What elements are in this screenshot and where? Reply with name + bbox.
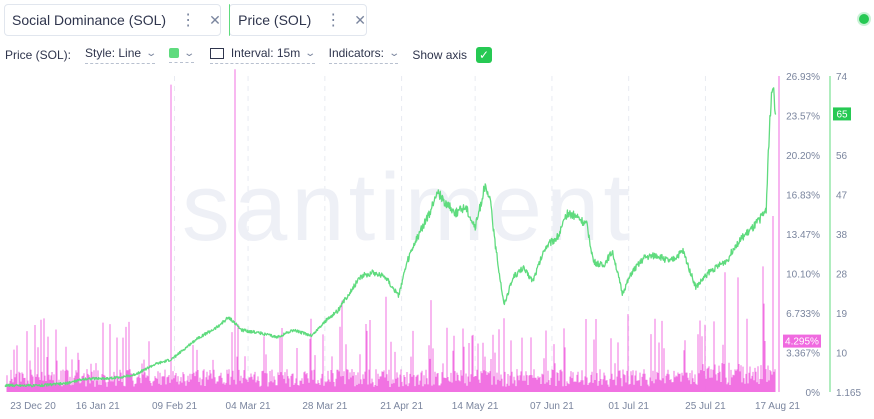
price-axis-tick: 47 xyxy=(836,191,848,202)
price-axis-tick: 1.165 xyxy=(836,388,861,399)
chart-settings-toolbar: Price (SOL): Style: Line ⌄ ⌄ Interval: 15… xyxy=(5,44,493,66)
x-tick-label: 07 Jun 21 xyxy=(530,401,574,412)
x-tick-label: 14 May 21 xyxy=(452,401,499,412)
axes: 23 Dec 20 16 Jan 21 09 Feb 21 04 Mar 21 28 M… xyxy=(10,72,861,412)
close-icon[interactable]: ✕ xyxy=(354,11,366,28)
x-tick-label: 21 Apr 21 xyxy=(380,401,423,412)
more-icon[interactable]: ⋮ xyxy=(180,12,196,29)
x-tick-label: 25 Jul 21 xyxy=(685,401,726,412)
social-axis-tick: 6.733% xyxy=(786,309,820,320)
more-icon[interactable]: ⋮ xyxy=(325,12,341,29)
x-tick-label: 09 Feb 21 xyxy=(152,401,197,412)
metric-chip-price[interactable]: Price (SOL) ⋮ ✕ xyxy=(229,4,367,36)
metric-label: Social Dominance (SOL) xyxy=(12,12,167,28)
social-axis-tick: 3.367% xyxy=(786,349,820,360)
social-axis-tick: 13.47% xyxy=(786,230,820,241)
chevron-down-icon: ⌄ xyxy=(388,47,401,59)
live-status-dot xyxy=(859,14,869,24)
indicators-dropdown[interactable]: Indicators: ⌄ xyxy=(328,46,401,64)
indicators-label: Indicators: xyxy=(328,46,384,60)
x-tick-label: 23 Dec 20 xyxy=(10,401,56,412)
chevron-down-icon: ⌄ xyxy=(145,47,158,59)
x-tick-label: 01 Jul 21 xyxy=(608,401,649,412)
social-axis-tick: 23.57% xyxy=(786,112,820,123)
price-axis-tick: 74 xyxy=(836,72,848,83)
price-line xyxy=(4,87,777,388)
candles-icon xyxy=(209,47,224,59)
social-value-badge-text: 4.295% xyxy=(785,337,819,348)
interval-dropdown[interactable]: Interval: 15m ⌄ xyxy=(209,46,317,64)
chevron-down-icon: ⌄ xyxy=(304,47,317,59)
x-tick-label: 04 Mar 21 xyxy=(226,401,271,412)
santiment-watermark: santiment xyxy=(182,154,634,261)
show-axis-label: Show axis xyxy=(412,48,468,62)
price-axis-tick: 28 xyxy=(836,270,848,281)
price-axis-tick: 38 xyxy=(836,230,848,241)
metric-label: Price (SOL) xyxy=(238,12,312,28)
close-icon[interactable]: ✕ xyxy=(209,11,221,28)
metric-chip-social-dominance[interactable]: Social Dominance (SOL) ⋮ ✕ xyxy=(4,4,221,36)
social-axis-tick: 10.10% xyxy=(786,270,820,281)
show-axis-checkbox[interactable]: ✓ xyxy=(476,47,493,63)
social-axis-tick: 16.83% xyxy=(786,191,820,202)
social-axis-tick: 26.93% xyxy=(786,72,820,83)
style-dropdown[interactable]: Style: Line ⌄ xyxy=(85,46,158,64)
selected-metric-label: Price (SOL): xyxy=(5,48,72,62)
style-label: Style: Line xyxy=(85,46,142,60)
interval-label: Interval: 15m xyxy=(230,46,301,60)
social-axis-tick: 0% xyxy=(806,388,821,399)
price-axis-tick: 19 xyxy=(836,309,848,320)
chevron-down-icon: ⌄ xyxy=(183,47,196,59)
x-tick-label: 17 Aug 21 xyxy=(755,401,800,412)
color-swatch-icon xyxy=(169,48,180,58)
price-axis-tick: 56 xyxy=(836,151,848,162)
price-axis-tick: 10 xyxy=(836,349,848,360)
price-value-badge-text: 65 xyxy=(836,109,848,120)
color-picker[interactable]: ⌄ xyxy=(169,47,196,63)
price-color-marker xyxy=(229,4,231,36)
price-value-badge xyxy=(833,107,851,121)
price-series xyxy=(4,87,777,388)
x-tick-label: 28 Mar 21 xyxy=(302,401,347,412)
x-tick-label: 16 Jan 21 xyxy=(76,401,120,412)
social-value-badge xyxy=(783,334,821,348)
social-axis-tick: 20.20% xyxy=(786,151,820,162)
